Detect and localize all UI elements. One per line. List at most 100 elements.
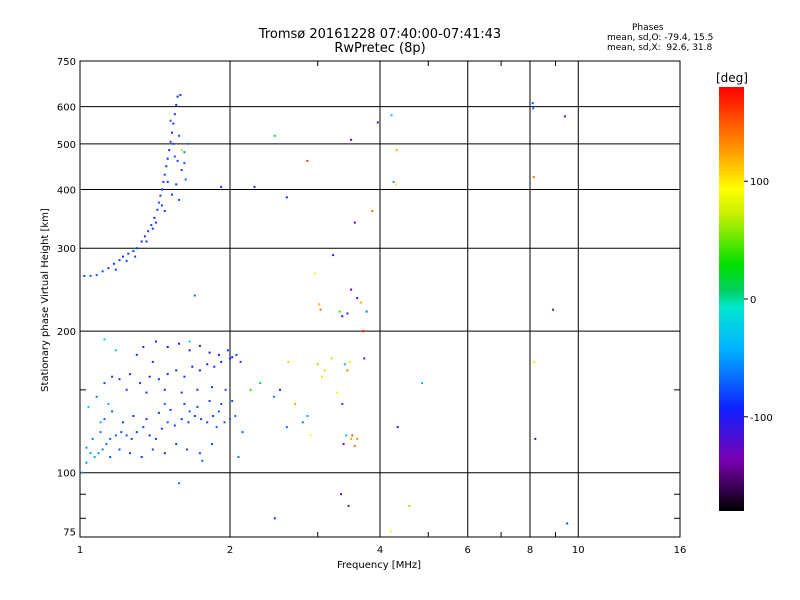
data-point [184, 178, 187, 181]
data-point [178, 198, 180, 201]
data-point [175, 103, 178, 106]
data-point [179, 94, 182, 96]
data-point [191, 365, 194, 368]
data-point [151, 448, 154, 451]
data-point [208, 351, 211, 354]
data-point [392, 180, 395, 183]
data-point [118, 259, 121, 262]
data-point [139, 382, 142, 385]
data-point [346, 312, 349, 315]
data-point [173, 113, 176, 116]
data-point [101, 270, 104, 273]
data-point [287, 360, 290, 363]
data-point [239, 360, 242, 363]
data-point [241, 431, 244, 434]
data-point [217, 410, 220, 413]
data-point [176, 95, 179, 98]
data-point [532, 107, 535, 110]
data-point [186, 448, 189, 451]
data-point [166, 157, 169, 160]
data-point [213, 365, 216, 368]
data-point [125, 434, 128, 437]
data-point [211, 386, 213, 389]
data-point [350, 288, 353, 291]
data-point [114, 349, 117, 352]
data-point [140, 456, 143, 458]
data-point [95, 395, 98, 398]
data-point [91, 437, 94, 440]
data-point [166, 346, 169, 348]
data-point [109, 456, 112, 458]
data-point [212, 415, 215, 417]
data-point [220, 185, 223, 188]
data-point [196, 388, 199, 391]
x-axis-ticks: 1 2 4 6 8 10 16 [77, 61, 686, 556]
data-point [200, 418, 203, 421]
data-point [330, 357, 333, 360]
data-point [211, 443, 213, 446]
data-point [162, 180, 165, 183]
y-tick-label: 600 [57, 103, 76, 114]
data-point [220, 360, 223, 363]
y-tick-label: 400 [57, 185, 76, 196]
data-point [395, 149, 398, 152]
data-point [163, 173, 166, 176]
data-point [132, 415, 135, 417]
data-point [306, 159, 309, 162]
data-point [103, 418, 106, 421]
colorbar-ticks: 100 0 -100 [744, 177, 773, 424]
data-point [272, 395, 275, 398]
data-point [87, 405, 90, 408]
data-point [226, 349, 229, 352]
data-point [175, 443, 178, 446]
scatter-points [81, 94, 569, 533]
data-point [332, 254, 335, 257]
data-point [148, 375, 151, 378]
data-point [107, 402, 110, 405]
data-point [198, 344, 201, 347]
y-tick-label: 750 [57, 57, 76, 68]
x-axis-label: Frequency [MHz] [337, 560, 421, 571]
data-point [122, 255, 124, 258]
data-point [183, 402, 186, 405]
data-point [208, 400, 211, 402]
data-point [178, 482, 180, 485]
data-point [109, 437, 112, 440]
data-point [178, 134, 180, 137]
data-point [353, 444, 356, 447]
data-point [363, 357, 366, 360]
data-point [145, 418, 148, 421]
data-point [113, 262, 115, 265]
data-point [81, 471, 84, 474]
data-point [95, 274, 98, 277]
data-point [151, 227, 154, 230]
data-point [531, 102, 534, 105]
data-point [160, 427, 163, 430]
data-point [193, 294, 196, 297]
data-point [180, 418, 183, 421]
data-point [340, 493, 342, 496]
data-point [183, 375, 186, 378]
plot-frame [79, 60, 681, 538]
data-point [89, 274, 92, 277]
data-point [342, 443, 345, 446]
data-point [85, 446, 88, 449]
data-point [201, 459, 204, 462]
data-point [534, 437, 537, 440]
data-point [125, 388, 128, 391]
data-point [318, 303, 321, 306]
data-point [532, 176, 535, 179]
data-point [142, 426, 145, 429]
data-point [130, 437, 133, 440]
colorbar-gradient [719, 87, 744, 511]
data-point [273, 134, 276, 137]
data-point [223, 421, 226, 424]
data-point [175, 183, 178, 186]
data-point [163, 452, 166, 455]
data-point [362, 330, 365, 333]
data-point [350, 437, 353, 440]
data-point [166, 180, 169, 183]
data-point [279, 388, 281, 391]
data-point [134, 255, 137, 258]
data-point [229, 418, 231, 421]
